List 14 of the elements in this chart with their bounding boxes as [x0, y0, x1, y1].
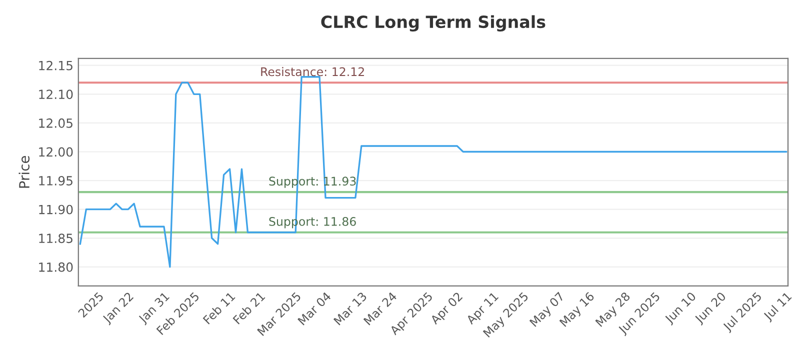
y-tick-label: 11.95 [39, 176, 72, 186]
x-tick-label: Jul 11 [762, 292, 794, 323]
y-tick-label: 12.10 [39, 90, 73, 100]
y-tick-label: 12.00 [39, 147, 73, 157]
ref-line-label: Resistance: 12.12 [261, 67, 364, 76]
y-tick-label: 11.85 [39, 234, 72, 244]
y-tick-label: 11.90 [39, 204, 73, 214]
x-tick-label: Jan 22 [102, 292, 136, 326]
y-axis-title: Price [18, 156, 30, 188]
line-series [79, 76, 788, 268]
y-tick-label: 12.05 [39, 118, 72, 128]
chart-title: CLRC Long Term Signals [321, 15, 546, 32]
y-tick-label: 11.80 [39, 262, 73, 272]
y-tick-label: 12.15 [39, 60, 72, 70]
